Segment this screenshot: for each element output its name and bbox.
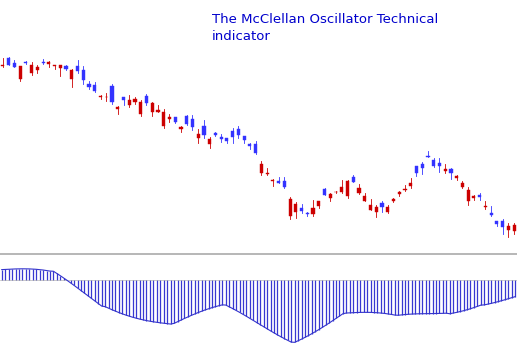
Bar (1, 65, 5, 66)
Bar (466, 190, 470, 201)
Bar (277, 181, 280, 183)
Bar (311, 208, 315, 214)
Bar (300, 208, 303, 211)
Bar (449, 169, 452, 173)
Bar (53, 65, 56, 66)
Bar (495, 221, 498, 224)
Bar (139, 102, 142, 113)
Bar (427, 156, 430, 157)
Bar (340, 187, 343, 191)
Bar (357, 188, 360, 193)
Bar (214, 133, 217, 135)
Bar (150, 103, 154, 112)
Bar (363, 196, 367, 201)
Bar (306, 213, 309, 214)
Bar (174, 118, 177, 122)
Bar (317, 201, 321, 206)
Bar (478, 195, 481, 197)
Bar (432, 160, 435, 166)
Bar (375, 207, 378, 212)
Bar (179, 127, 183, 129)
Bar (398, 192, 401, 194)
Bar (13, 63, 16, 67)
Bar (283, 181, 286, 187)
Bar (87, 84, 90, 87)
Bar (501, 221, 504, 227)
Bar (111, 86, 114, 102)
Bar (30, 65, 33, 73)
Bar (225, 138, 229, 141)
Bar (409, 183, 412, 186)
Bar (473, 196, 476, 198)
Bar (237, 129, 240, 135)
Bar (76, 66, 79, 71)
Bar (369, 205, 372, 210)
Bar (41, 62, 44, 63)
Bar (386, 207, 389, 212)
Bar (47, 62, 51, 64)
Bar (329, 194, 332, 198)
Bar (254, 144, 257, 153)
Bar (231, 131, 234, 137)
Bar (381, 203, 384, 207)
Bar (421, 164, 424, 168)
Bar (242, 136, 246, 140)
Bar (294, 204, 297, 211)
Bar (507, 226, 510, 230)
Text: The McClellan Oscillator Technical
indicator: The McClellan Oscillator Technical indic… (212, 12, 438, 43)
Bar (208, 139, 211, 144)
Bar (59, 65, 62, 69)
Bar (352, 177, 355, 182)
Bar (490, 213, 493, 216)
Bar (122, 97, 125, 100)
Bar (248, 144, 251, 146)
Bar (392, 199, 395, 201)
Bar (461, 183, 464, 187)
Bar (455, 176, 458, 178)
Bar (65, 66, 68, 69)
Bar (415, 166, 418, 173)
Bar (403, 190, 406, 191)
Bar (116, 107, 119, 109)
Bar (70, 70, 73, 79)
Bar (196, 134, 200, 138)
Bar (202, 126, 206, 135)
Bar (157, 110, 160, 112)
Bar (19, 66, 22, 79)
Bar (128, 100, 131, 106)
Bar (438, 163, 441, 166)
Bar (162, 112, 165, 126)
Bar (82, 70, 85, 80)
Bar (444, 169, 447, 171)
Bar (185, 116, 188, 124)
Bar (7, 58, 10, 65)
Bar (288, 199, 292, 216)
Bar (145, 97, 148, 103)
Bar (191, 119, 194, 127)
Bar (24, 62, 27, 63)
Bar (168, 118, 171, 119)
Bar (99, 96, 102, 97)
Bar (484, 206, 487, 207)
Bar (346, 181, 349, 197)
Bar (93, 85, 96, 91)
Bar (323, 189, 326, 194)
Bar (266, 173, 269, 174)
Bar (36, 67, 39, 70)
Bar (271, 180, 275, 181)
Bar (220, 137, 223, 139)
Bar (260, 164, 263, 173)
Bar (512, 225, 515, 231)
Bar (133, 99, 136, 102)
